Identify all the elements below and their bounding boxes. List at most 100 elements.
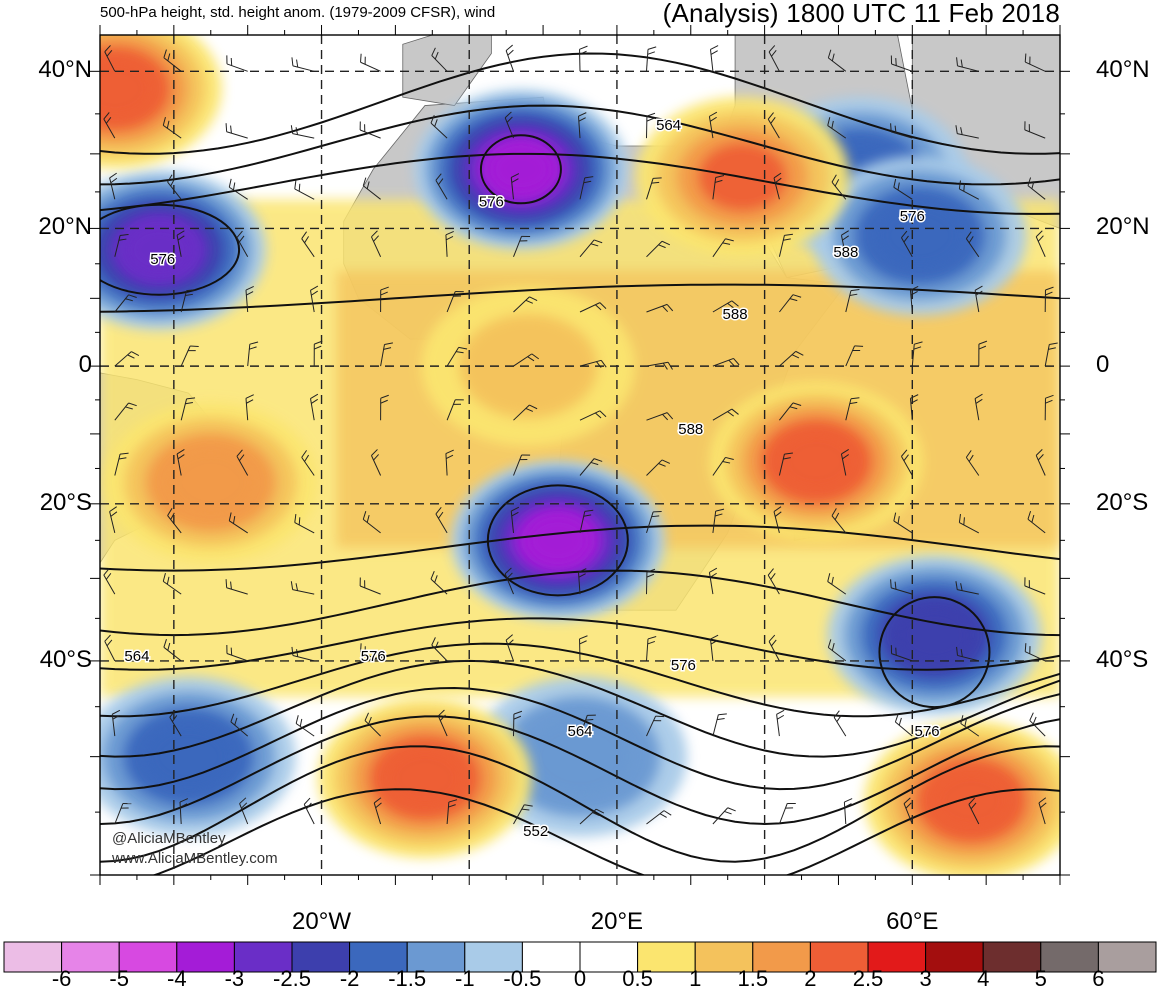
wind-barb <box>958 180 980 200</box>
lat-label-left: 40°N <box>38 56 92 84</box>
contour-label: 552 <box>523 823 548 840</box>
wind-barb <box>431 637 448 662</box>
wind-barb <box>833 710 847 737</box>
wind-barb <box>513 296 538 313</box>
wind-barb <box>180 345 199 367</box>
wind-barb <box>362 177 381 200</box>
wind-barb <box>646 46 657 72</box>
colorbar-label: 4 <box>977 966 990 991</box>
contour-label: 576 <box>671 657 696 674</box>
wind-barb <box>360 643 381 662</box>
wind-barb <box>579 714 596 737</box>
wind-barb <box>840 230 849 257</box>
wind-barb <box>1024 121 1046 139</box>
wind-barb <box>359 577 381 595</box>
colorbar-label: 1.5 <box>737 966 769 991</box>
height-contour <box>100 104 1060 186</box>
colorbar-label: -4 <box>167 966 187 991</box>
wind-barb <box>291 646 315 662</box>
lat-label-left: 40°S <box>39 645 92 673</box>
colorbar-swatch <box>925 941 984 973</box>
wind-barb <box>435 506 448 534</box>
wind-barb <box>646 510 662 534</box>
colorbar-swatch <box>867 941 927 973</box>
wind-barb <box>226 55 248 72</box>
lon-label: 60°E <box>886 908 939 935</box>
wind-barb <box>513 404 538 421</box>
wind-barb <box>446 399 464 421</box>
colorbar-swatch <box>118 941 178 973</box>
wind-barb <box>779 294 802 313</box>
height-anomaly-fill <box>100 35 1060 875</box>
wind-barb <box>968 797 980 825</box>
wind-barb <box>370 449 382 476</box>
wind-barb <box>445 230 454 257</box>
height-contour <box>100 686 1060 791</box>
wind-barb <box>900 449 913 476</box>
wind-barb <box>776 709 785 737</box>
wind-barb <box>958 514 980 534</box>
wind-barb <box>294 180 315 200</box>
wind-barb <box>163 639 182 662</box>
wind-barb <box>773 172 782 200</box>
wind-barb <box>827 573 847 595</box>
height-contour <box>100 745 1060 863</box>
wind-barb <box>373 797 382 825</box>
colorbar-swatch <box>3 941 63 973</box>
wind-barb <box>646 568 656 595</box>
lon-label: 20°E <box>590 908 644 935</box>
lat-label-right: 20°N <box>1096 213 1150 241</box>
wind-barb <box>310 393 319 421</box>
colorbar-swatch <box>809 941 869 973</box>
contour-label: 588 <box>723 306 748 323</box>
anomaly-blob <box>167 449 255 516</box>
wind-barb <box>845 289 860 313</box>
wind-barb <box>103 568 116 595</box>
height-contour <box>100 152 1060 215</box>
header-right-title: (Analysis) 1800 UTC 11 Feb 2018 <box>662 0 1060 28</box>
wind-barb <box>295 715 315 737</box>
wind-barb <box>504 111 514 139</box>
credit-website: www.AliciaMBentley.com <box>112 850 278 867</box>
colorbar-label: -5 <box>109 966 129 991</box>
wind-barb <box>310 285 319 313</box>
colorbar-label: -2 <box>339 966 360 991</box>
wind-barb <box>778 452 793 476</box>
wind-barb <box>646 459 671 476</box>
colorbar-swatch <box>464 941 523 973</box>
wind-barb <box>228 178 248 200</box>
colorbar-swatch <box>694 941 754 973</box>
anomaly-blob <box>526 516 589 565</box>
wind-barb <box>230 713 249 737</box>
wind-barb <box>646 715 665 737</box>
lat-label-right: 40°S <box>1096 645 1149 673</box>
wind-barb <box>712 508 725 533</box>
wind-barb <box>109 172 118 200</box>
wind-barbs <box>103 44 1058 825</box>
wind-barb <box>370 230 382 258</box>
wind-barb <box>646 112 656 139</box>
wind-barb <box>579 410 607 421</box>
anomaly-blob <box>876 202 964 269</box>
wind-barb <box>430 571 448 595</box>
wind-barb <box>974 285 983 313</box>
wind-barb <box>236 449 249 476</box>
wind-barb <box>301 231 315 258</box>
height-contour <box>100 659 1060 758</box>
wind-barb <box>226 644 248 662</box>
wind-barb <box>114 351 140 367</box>
contour-label: 576 <box>900 208 925 225</box>
wind-barb <box>840 448 849 476</box>
wind-barb <box>290 125 315 139</box>
wind-barb <box>176 230 185 257</box>
wind-barb <box>1024 643 1046 662</box>
wind-barb <box>114 294 137 313</box>
wind-barb <box>228 512 248 534</box>
wind-barb <box>180 289 196 313</box>
anomaly-blob <box>489 145 552 194</box>
wind-barb <box>903 797 913 825</box>
wind-barb <box>712 807 736 825</box>
wind-barb <box>768 45 780 72</box>
wind-barb <box>712 713 727 737</box>
